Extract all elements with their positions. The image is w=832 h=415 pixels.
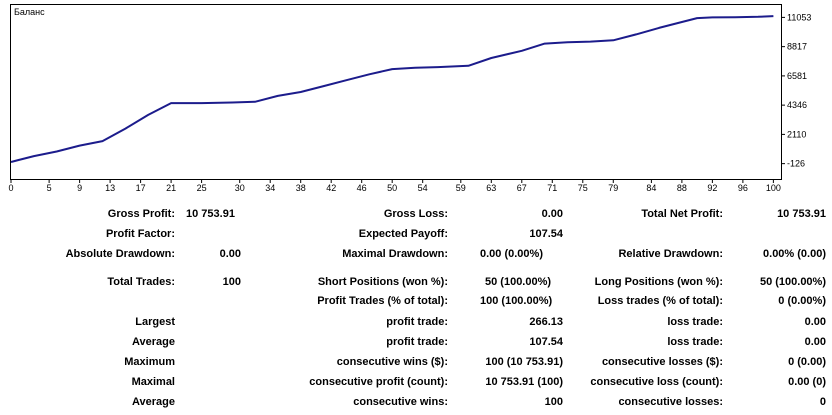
- x-tick-label: 84: [646, 183, 656, 193]
- total-trades-value: 100: [222, 276, 241, 288]
- average-consecutive-losses-value: 0: [819, 396, 826, 408]
- x-tick-label: 88: [677, 183, 687, 193]
- series-layer: [10, 15, 774, 163]
- total-net-profit-label: Total Net Profit:: [641, 208, 723, 220]
- short-positions-value: 50 (100.00%): [485, 276, 552, 288]
- maximal-profit-label: consecutive profit (count):: [309, 376, 448, 388]
- x-tick-label: 92: [707, 183, 717, 193]
- plot-frame: [10, 4, 782, 180]
- x-axis-ticks: 0 5 9 13 17 21 25 30 34 38 42 46 50 54 59 63 67 71 75 79 84 8…: [8, 179, 781, 193]
- largest-loss-value: 0.00: [804, 316, 826, 328]
- x-tick-label: 0: [8, 183, 13, 193]
- y-axis-ticks: -126 2110 4346 6581 8817 11053: [781, 12, 811, 169]
- maximal-label: Maximal: [131, 376, 175, 388]
- x-tick-label: 75: [578, 183, 588, 193]
- maximum-wins-value: 100 (10 753.91): [485, 356, 563, 368]
- profit-factor-label: Profit Factor:: [105, 228, 175, 240]
- maximum-losses-label: consecutive losses ($):: [601, 356, 723, 368]
- y-tick-label: 11053: [787, 12, 811, 22]
- average-loss-value: 0.00: [804, 336, 826, 348]
- x-tick-label: 25: [197, 183, 207, 193]
- x-tick-label: 5: [47, 183, 52, 193]
- expected-payoff-value: 107.54: [529, 228, 563, 240]
- average-consecutive-label: Average: [131, 396, 175, 408]
- maximum-label: Maximum: [124, 356, 175, 368]
- loss-trades-value: 0 (0.00%): [778, 295, 826, 307]
- y-tick-label: 2110: [787, 129, 806, 139]
- balance-line: [10, 15, 774, 163]
- average-label: Average: [131, 336, 175, 348]
- maximal-drawdown-label: Maximal Drawdown:: [342, 248, 448, 260]
- average-profit-label: profit trade:: [386, 336, 448, 348]
- short-positions-label: Short Positions (won %):: [317, 276, 448, 288]
- x-tick-label: 71: [547, 183, 557, 193]
- gross-loss-value: 0.00: [541, 208, 563, 220]
- gross-profit-value: 10 753.91: [186, 208, 235, 220]
- absolute-drawdown-value: 0.00: [219, 248, 241, 260]
- x-tick-label: 30: [235, 183, 245, 193]
- x-tick-label: 59: [456, 183, 466, 193]
- average-consecutive-wins-label: consecutive wins:: [353, 396, 448, 408]
- average-profit-value: 107.54: [529, 336, 563, 348]
- average-consecutive-wins-value: 100: [544, 396, 563, 408]
- x-tick-label: 34: [265, 183, 275, 193]
- profit-trades-label: Profit Trades (% of total):: [317, 295, 448, 307]
- x-tick-label: 21: [166, 183, 176, 193]
- y-tick-label: 8817: [787, 42, 807, 52]
- balance-chart-svg: Баланс 0 5 9 13 17 21 25 30 34 38 42 46 50 54 59 63 67 71…: [8, 4, 811, 193]
- absolute-drawdown-label: Absolute Drawdown:: [65, 248, 175, 260]
- maximal-loss-label: consecutive loss (count):: [590, 376, 723, 388]
- y-tick-label: -126: [787, 159, 805, 169]
- long-positions-label: Long Positions (won %):: [594, 276, 723, 288]
- relative-drawdown-label: Relative Drawdown:: [618, 248, 723, 260]
- maximum-wins-label: consecutive wins ($):: [336, 356, 448, 368]
- maximum-losses-value: 0 (0.00): [788, 356, 826, 368]
- largest-loss-label: loss trade:: [667, 316, 723, 328]
- expected-payoff-label: Expected Payoff:: [358, 228, 448, 240]
- y-tick-label: 6581: [787, 71, 807, 81]
- average-loss-label: loss trade:: [667, 336, 723, 348]
- largest-profit-label: profit trade:: [386, 316, 448, 328]
- y-tick-label: 4346: [787, 100, 807, 110]
- average-consecutive-losses-label: consecutive losses:: [618, 396, 723, 408]
- x-tick-label: 79: [608, 183, 618, 193]
- largest-profit-value: 266.13: [529, 316, 563, 328]
- x-tick-label: 67: [517, 183, 527, 193]
- x-tick-label: 63: [486, 183, 496, 193]
- maximal-loss-value: 0.00 (0): [788, 376, 826, 388]
- balance-chart: Баланс 0 5 9 13 17 21 25 30 34 38 42 46 50 54 59 63 67 71…: [0, 0, 832, 200]
- x-tick-label: 96: [738, 183, 748, 193]
- loss-trades-label: Loss trades (% of total):: [597, 295, 723, 307]
- largest-label: Largest: [135, 316, 175, 328]
- x-tick-label: 9: [77, 183, 82, 193]
- gross-profit-label: Gross Profit:: [107, 208, 175, 220]
- total-net-profit-value: 10 753.91: [777, 208, 826, 220]
- x-tick-label: 42: [326, 183, 336, 193]
- x-tick-label: 46: [357, 183, 367, 193]
- gross-loss-label: Gross Loss:: [383, 208, 448, 220]
- x-tick-label: 13: [105, 183, 115, 193]
- chart-title: Баланс: [14, 7, 45, 17]
- x-tick-label: 54: [418, 183, 428, 193]
- total-trades-label: Total Trades:: [107, 276, 175, 288]
- x-tick-label: 38: [296, 183, 306, 193]
- maximal-profit-value: 10 753.91 (100): [485, 376, 563, 388]
- maximal-drawdown-value: 0.00 (0.00%): [480, 248, 543, 260]
- long-positions-value: 50 (100.00%): [759, 276, 826, 288]
- profit-trades-value: 100 (100.00%): [480, 295, 553, 307]
- x-tick-label: 100: [766, 183, 781, 193]
- relative-drawdown-value: 0.00% (0.00): [763, 248, 826, 260]
- x-tick-label: 17: [136, 183, 146, 193]
- x-tick-label: 50: [387, 183, 397, 193]
